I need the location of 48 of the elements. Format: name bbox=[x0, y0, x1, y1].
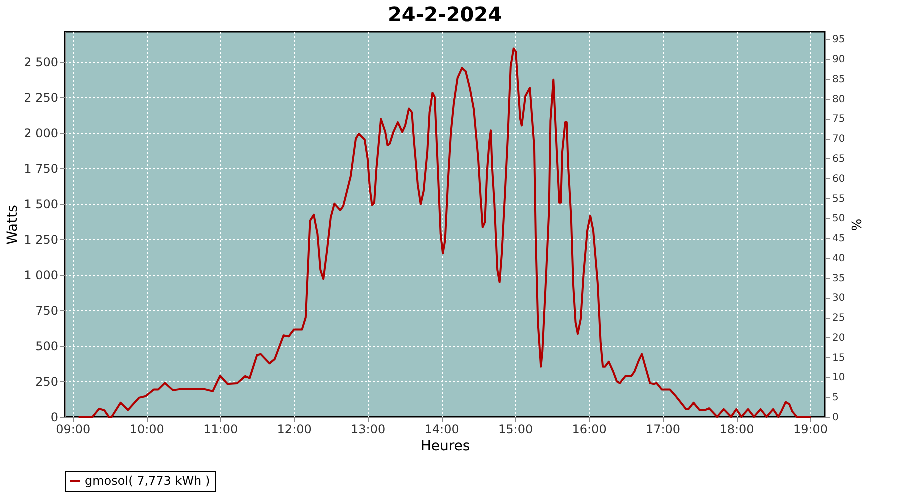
x-tick-label: 09:00 bbox=[56, 422, 91, 436]
y2-tick-label: 60 bbox=[832, 174, 846, 185]
y2-tick-label: 90 bbox=[832, 54, 846, 66]
x-tick-label: 16:00 bbox=[572, 422, 607, 436]
x-tick-label: 11:00 bbox=[204, 422, 238, 436]
x-tick-label: 13:00 bbox=[351, 422, 386, 436]
y-tick-label: 2 500 bbox=[24, 55, 58, 70]
line-series bbox=[78, 48, 812, 418]
y2-tick-label: 95 bbox=[832, 34, 846, 46]
y2-tick-label: 50 bbox=[832, 214, 846, 225]
y2-tick-label: 75 bbox=[832, 114, 846, 126]
y2-tick-label: 20 bbox=[832, 332, 846, 344]
y-tick-label: 1 000 bbox=[24, 268, 58, 282]
y2-axis-title: % bbox=[848, 218, 864, 232]
y2-tick-label: 65 bbox=[832, 154, 846, 165]
chart-title: 24-2-2024 bbox=[388, 2, 502, 26]
y-tick-label: 2 250 bbox=[24, 90, 58, 105]
y-tick-label: 1 250 bbox=[24, 232, 58, 247]
y2-tick-label: 35 bbox=[832, 273, 846, 284]
y-tick-label: 2 000 bbox=[24, 126, 58, 140]
y-tick-label: 250 bbox=[36, 374, 58, 389]
y2-tick-label: 10 bbox=[832, 372, 846, 384]
y-tick-label: 1 750 bbox=[24, 162, 58, 176]
y-tick-label: 500 bbox=[36, 339, 58, 354]
y2-tick-label: 80 bbox=[832, 94, 846, 106]
legend-label: gmosol( 7,773 kWh ) bbox=[85, 474, 210, 488]
x-tick-label: 19:00 bbox=[793, 422, 828, 436]
y-axis-title: Watts bbox=[5, 205, 22, 245]
x-axis-title: Heures bbox=[420, 438, 470, 454]
y2-tick-label: 55 bbox=[832, 194, 846, 205]
x-tick-label: 14:00 bbox=[424, 422, 460, 436]
y-tick-label: 1 500 bbox=[24, 197, 58, 212]
y-tick-label: 750 bbox=[36, 304, 58, 318]
x-tick-label: 15:00 bbox=[498, 422, 534, 436]
y2-tick-label: 5 bbox=[832, 392, 839, 404]
x-tick-label: 18:00 bbox=[720, 422, 754, 436]
y2-tick-label: 15 bbox=[832, 352, 846, 364]
y2-tick-label: 0 bbox=[832, 412, 839, 424]
x-tick-label: 12:00 bbox=[277, 422, 312, 436]
y2-tick-label: 70 bbox=[832, 134, 846, 146]
y2-tick-label: 45 bbox=[832, 234, 846, 245]
y2-tick-label: 40 bbox=[832, 253, 846, 264]
x-tick-label: 10:00 bbox=[130, 422, 164, 436]
y2-tick-label: 30 bbox=[832, 293, 846, 304]
y2-tick-label: 25 bbox=[832, 313, 846, 324]
x-tick-label: 17:00 bbox=[646, 422, 681, 436]
y2-tick-label: 85 bbox=[832, 74, 846, 86]
y-tick-label: 0 bbox=[50, 410, 58, 424]
